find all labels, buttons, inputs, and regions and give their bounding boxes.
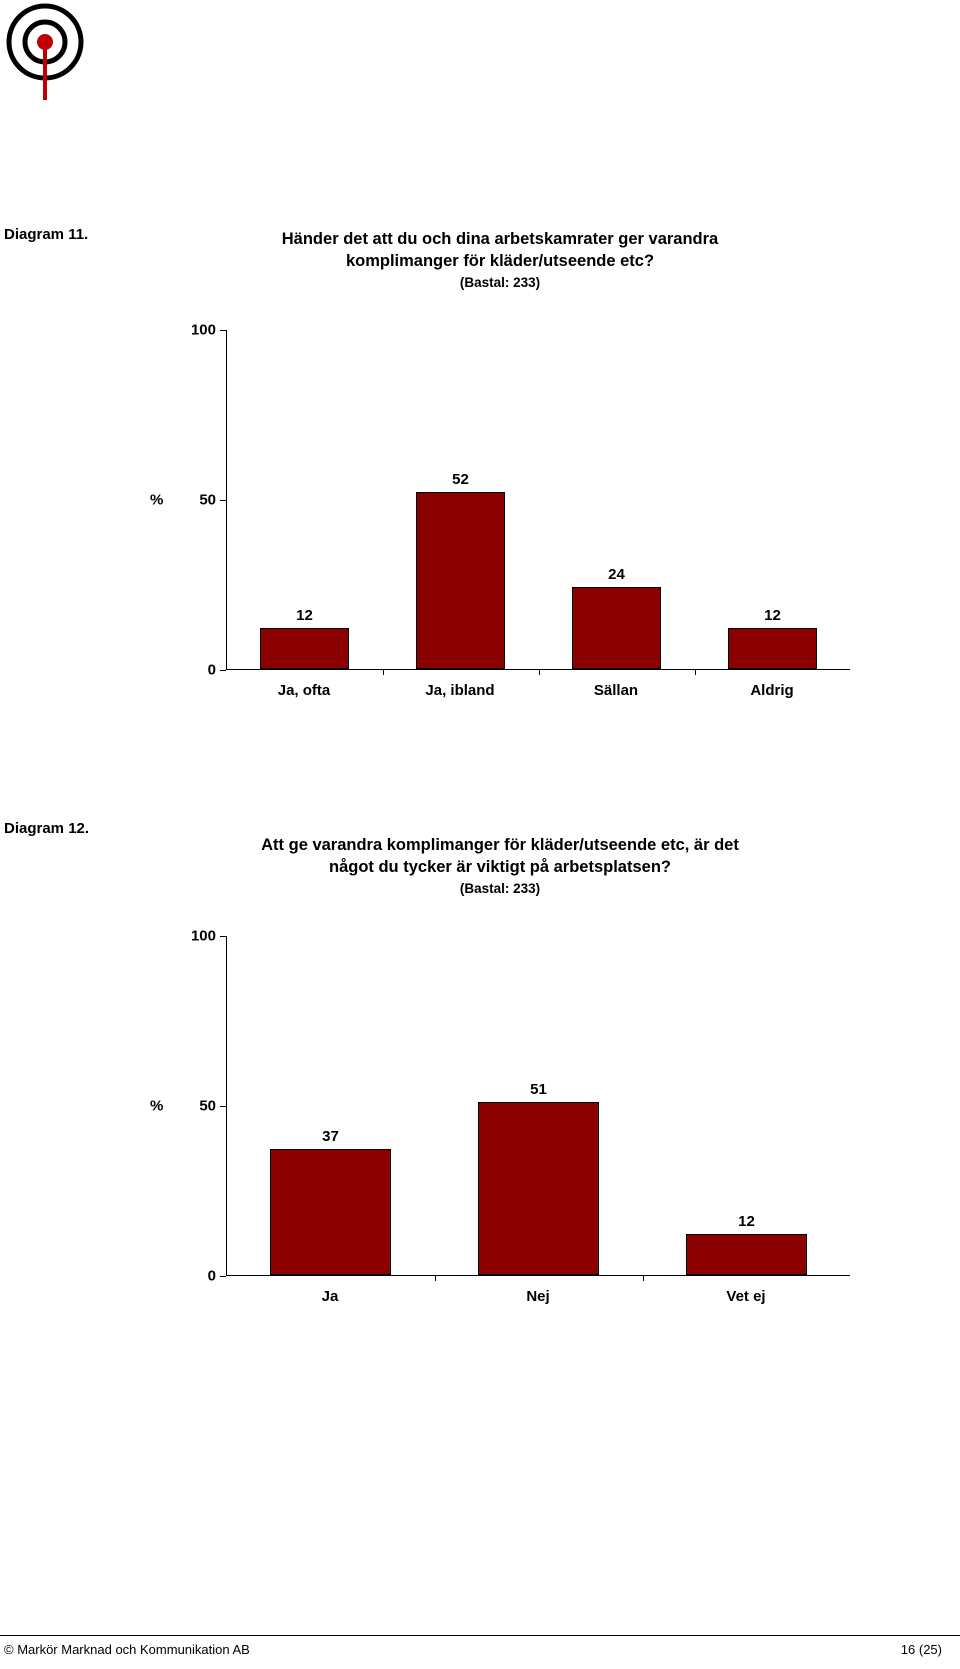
y-tick-100: 100 [150, 321, 216, 338]
x-label: Vet ej [642, 1288, 850, 1305]
bar-slot: 51 [434, 936, 642, 1275]
bar-slot: 52 [382, 330, 538, 669]
chart-2-y-axis: 100 % 50 0 [150, 936, 220, 1276]
y-tick-50: 50 [150, 491, 216, 508]
bar-value: 12 [738, 1213, 755, 1230]
x-label: Ja, ibland [382, 682, 538, 699]
bar [728, 628, 818, 669]
y-tick-0: 0 [150, 1267, 216, 1284]
bar [416, 492, 506, 668]
chart-2-subtitle: (Bastal: 233) [150, 881, 850, 896]
footer-copyright: © Markör Marknad och Kommunikation AB [0, 1642, 250, 1657]
bar [686, 1234, 806, 1275]
x-label: Aldrig [694, 682, 850, 699]
bar-slot: 12 [227, 330, 382, 669]
chart-1: Händer det att du och dina arbetskamrate… [150, 228, 850, 670]
footer-page-number: 16 (25) [901, 1642, 960, 1657]
brand-logo [0, 0, 90, 115]
bar-slot: 24 [538, 330, 694, 669]
bar [270, 1149, 390, 1274]
x-label: Nej [434, 1288, 642, 1305]
y-tick-50: 50 [150, 1097, 216, 1114]
y-tick-100: 100 [150, 927, 216, 944]
diagram-12-label: Diagram 12. [4, 820, 89, 837]
bar [572, 587, 662, 668]
chart-2-title-line2: något du tycker är viktigt på arbetsplat… [150, 856, 850, 878]
bar-value: 12 [764, 607, 781, 624]
bar-value: 51 [530, 1081, 547, 1098]
chart-1-plot-area: 12 52 24 12 [226, 330, 850, 670]
bar-value: 12 [296, 607, 313, 624]
bar-slot: 37 [227, 936, 434, 1275]
chart-1-y-axis: 100 % 50 0 [150, 330, 220, 670]
chart-2-plot-area: 37 51 12 [226, 936, 850, 1276]
chart-1-title-line1: Händer det att du och dina arbetskamrate… [150, 228, 850, 250]
chart-1-subtitle: (Bastal: 233) [150, 275, 850, 290]
bar-value: 24 [608, 566, 625, 583]
chart-1-title-line2: komplimanger för kläder/utseende etc? [150, 250, 850, 272]
bar [478, 1102, 598, 1275]
x-label: Ja, ofta [226, 682, 382, 699]
bar [260, 628, 350, 669]
page-footer: © Markör Marknad och Kommunikation AB 16… [0, 1635, 960, 1657]
bar-slot: 12 [642, 936, 850, 1275]
diagram-11-label: Diagram 11. [4, 226, 88, 243]
y-tick-0: 0 [150, 661, 216, 678]
bar-slot: 12 [694, 330, 850, 669]
bar-value: 52 [452, 471, 469, 488]
bar-value: 37 [322, 1128, 339, 1145]
chart-2-title-line1: Att ge varandra komplimanger för kläder/… [150, 834, 850, 856]
x-label: Ja [226, 1288, 434, 1305]
chart-2: Att ge varandra komplimanger för kläder/… [150, 834, 850, 1276]
chart-2-plot: 100 % 50 0 37 51 12 [150, 936, 850, 1276]
chart-1-plot: 100 % 50 0 12 52 24 [150, 330, 850, 670]
x-label: Sällan [538, 682, 694, 699]
